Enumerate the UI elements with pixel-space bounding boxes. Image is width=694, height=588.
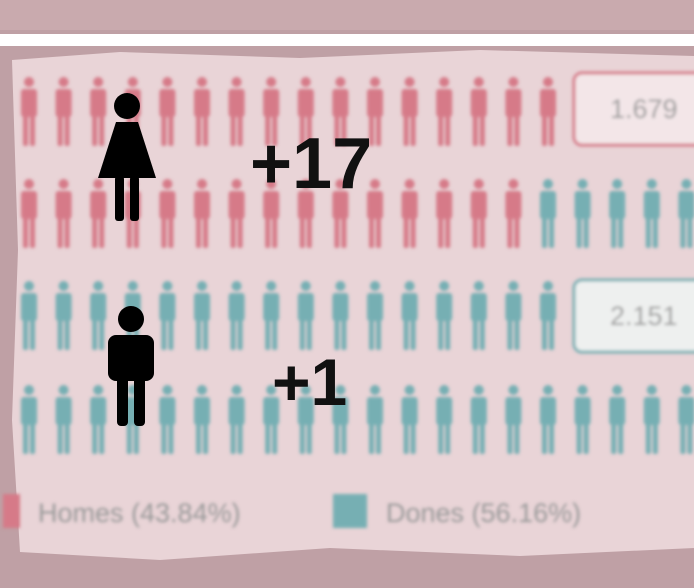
man-icon [108,306,154,426]
value-box [572,278,694,354]
counter-label: +17 [250,124,372,204]
value-box [572,71,694,147]
value-box-text: 1.679 [610,94,678,124]
woman-icon [98,93,156,221]
legend-label: Dones (56.16%) [386,498,581,528]
legend-label: Homes (43.84%) [38,498,241,528]
blurred-legend: Homes (43.84%) Dones (56.16%) 1.679 2.15… [3,71,694,528]
paper [12,50,694,560]
counter-label: +1 [272,345,347,419]
value-box-text: 2.151 [610,301,678,331]
legend-swatch [333,494,367,528]
top-band [0,0,694,30]
white-strip [0,34,694,46]
legend-swatch [3,494,20,528]
